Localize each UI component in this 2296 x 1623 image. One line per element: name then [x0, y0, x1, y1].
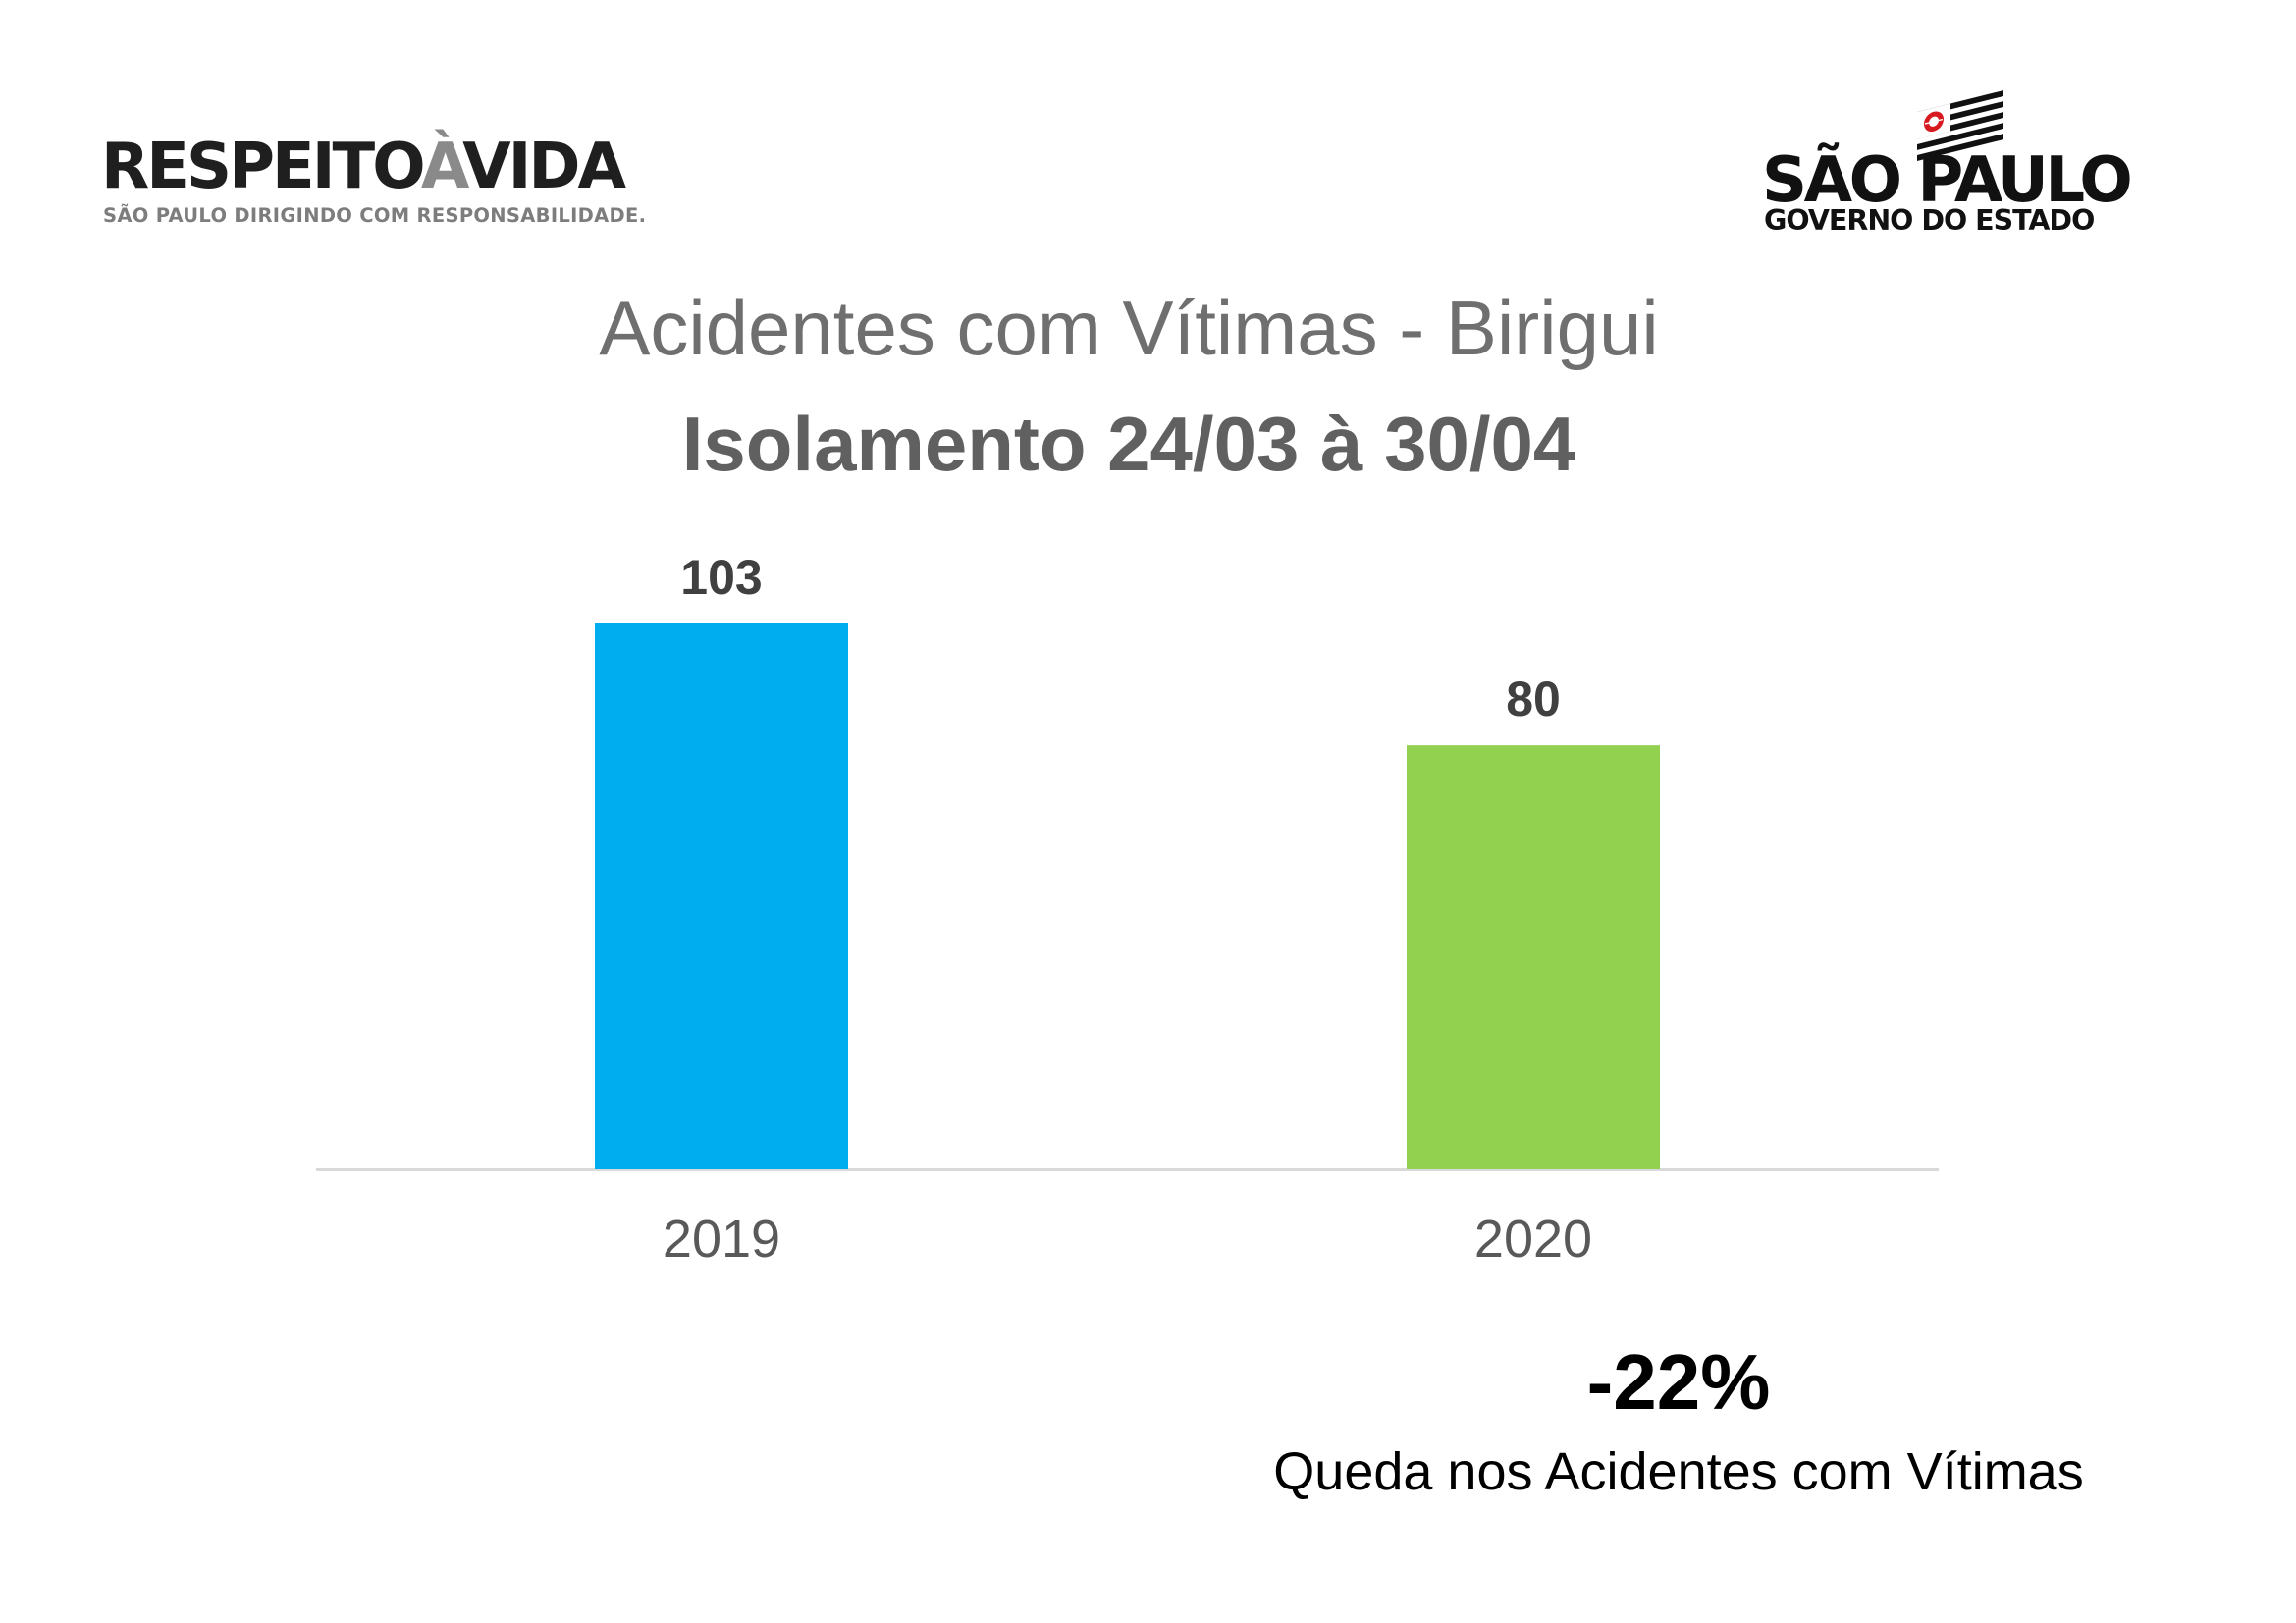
bar-value-label-2020: 80	[1506, 672, 1561, 727]
x-tick-label-2019: 2019	[663, 1210, 780, 1269]
bar-2020	[1407, 745, 1660, 1169]
logo-brand-text: RESPEITOÀVIDA	[101, 131, 626, 203]
logo-brand-part1: RESPEITO	[101, 131, 424, 203]
sao-paulo-flag-icon	[1917, 90, 2003, 162]
logo-brand-part3: VIDA	[462, 131, 626, 203]
respeito-a-vida-logo: RESPEITOÀVIDA SÃO PAULO DIRIGINDO COM RE…	[101, 132, 670, 238]
bar-2019	[595, 623, 848, 1169]
logo-brand-part2: À	[420, 131, 465, 203]
percent-change: -22%	[1586, 1338, 1771, 1426]
logo-government-subtitle: GOVERNO DO ESTADO	[1764, 204, 2095, 237]
chart-subtitle: Isolamento 24/03 à 30/04	[681, 401, 1576, 487]
bar-value-label-2019: 103	[680, 550, 762, 605]
logo-tagline: SÃO PAULO DIRIGINDO COM RESPONSABILIDADE…	[103, 204, 647, 227]
percent-change-description: Queda nos Acidentes com Vítimas	[1273, 1442, 2084, 1501]
logo-state-name: SÃO PAULO	[1762, 144, 2133, 217]
x-tick-label-2020: 2020	[1474, 1210, 1592, 1269]
chart-title: Acidentes com Vítimas - Birigui	[599, 285, 1659, 371]
sao-paulo-government-logo: SÃO PAULO GOVERNO DO ESTADO	[1762, 90, 2145, 238]
